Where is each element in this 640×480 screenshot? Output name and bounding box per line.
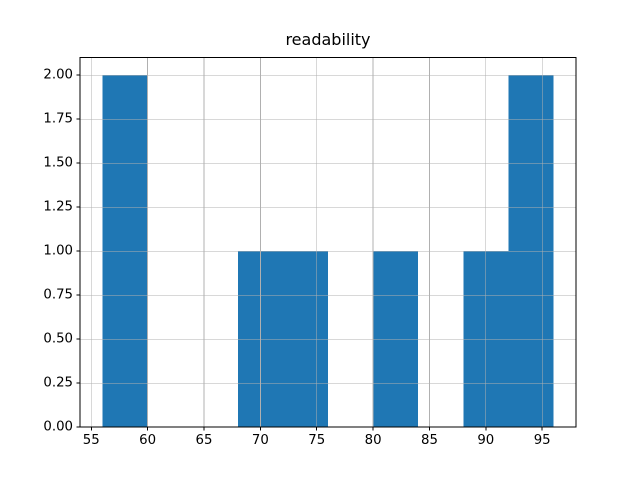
x-tick-label: 65 — [196, 433, 213, 448]
chart-title: readability — [285, 30, 371, 49]
x-tick-label: 90 — [477, 433, 494, 448]
y-tick-label: 0.25 — [43, 376, 73, 391]
x-tick-label: 60 — [139, 433, 156, 448]
y-tick-label: 0.50 — [43, 332, 73, 347]
y-tick-label: 1.50 — [43, 156, 73, 171]
x-tick-label: 70 — [252, 433, 269, 448]
x-tick-label: 95 — [534, 433, 551, 448]
y-tick-label: 0.00 — [43, 420, 73, 435]
x-tick-label: 75 — [308, 433, 325, 448]
x-tick-label: 55 — [83, 433, 100, 448]
y-tick-label: 1.00 — [43, 244, 73, 259]
plot-border — [79, 57, 577, 428]
y-tick-label: 2.00 — [43, 68, 73, 83]
y-tick-label: 0.75 — [43, 288, 73, 303]
x-tick-label: 85 — [421, 433, 438, 448]
x-tick-label: 80 — [365, 433, 382, 448]
y-tick-label: 1.25 — [43, 200, 73, 215]
y-tick-label: 1.75 — [43, 112, 73, 127]
